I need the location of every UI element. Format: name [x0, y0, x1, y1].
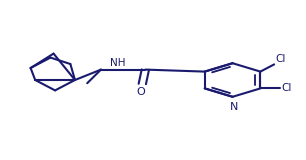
Text: Cl: Cl	[281, 83, 292, 93]
Text: NH: NH	[110, 58, 125, 68]
Text: N: N	[230, 102, 238, 112]
Text: Cl: Cl	[275, 54, 285, 64]
Text: O: O	[136, 87, 145, 97]
